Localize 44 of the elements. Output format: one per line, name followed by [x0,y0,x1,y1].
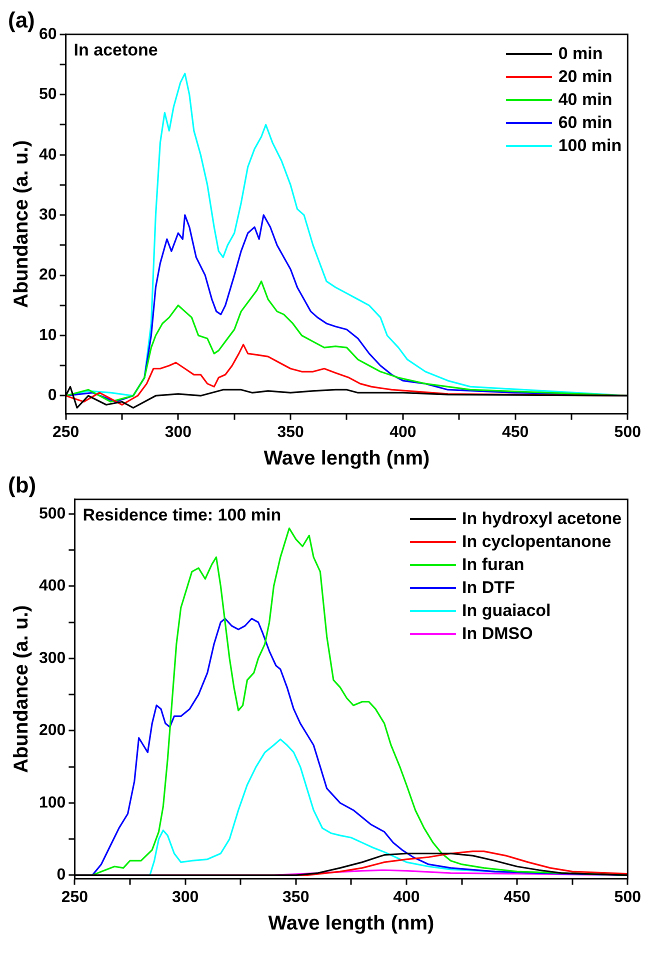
x-tick-label: 450 [504,888,531,906]
x-tick-label: 250 [61,888,88,906]
chart-title: (b) [8,472,36,498]
legend-label: In guaiacol [462,600,551,622]
y-tick-label: 40 [39,146,57,164]
legend-label: In hydroxyl acetone [462,508,622,530]
y-axis-title: Abundance (a. u.) [10,605,33,773]
legend-label: 40 min [558,89,612,112]
y-tick-label: 300 [38,650,66,667]
x-axis-title: Wave length (nm) [264,448,430,470]
x-tick-label: 500 [614,888,642,906]
y-tick-label: 400 [38,578,66,595]
x-tick-label: 400 [393,888,420,906]
y-tick-label: 30 [39,206,57,224]
legend-label: 100 min [558,135,622,158]
x-tick-label: 500 [614,424,642,441]
y-tick-label: 0 [48,387,57,404]
x-tick-label: 350 [277,424,304,441]
legend-label: In furan [462,554,524,576]
x-tick-label: 300 [164,424,192,441]
x-tick-label: 300 [172,888,199,906]
x-tick-label: 350 [282,888,310,906]
y-tick-label: 500 [38,505,66,522]
x-axis-title: Wave length (nm) [268,912,434,935]
y-tick-label: 100 [38,794,66,812]
x-tick-label: 250 [52,424,80,441]
annotation: In acetone [74,40,158,60]
x-tick-label: 450 [502,424,529,441]
y-tick-label: 60 [39,26,57,43]
y-tick-label: 50 [39,86,57,104]
legend-label: 20 min [558,66,612,88]
legend-label: 60 min [558,112,612,134]
y-tick-label: 10 [39,326,57,344]
y-axis-title: Abundance (a. u.) [10,140,33,308]
annotation: Residence time: 100 min [82,506,282,525]
legend-label: In DMSO [462,623,533,646]
y-tick-label: 0 [56,866,66,884]
legend-label: 0 min [558,43,603,66]
chart-title: (a) [8,7,35,32]
x-tick-label: 400 [390,424,416,441]
y-tick-label: 20 [39,266,57,284]
legend-label: In DTF [462,577,515,600]
legend-label: In cyclopentanone [462,531,612,554]
y-tick-label: 200 [38,722,66,740]
